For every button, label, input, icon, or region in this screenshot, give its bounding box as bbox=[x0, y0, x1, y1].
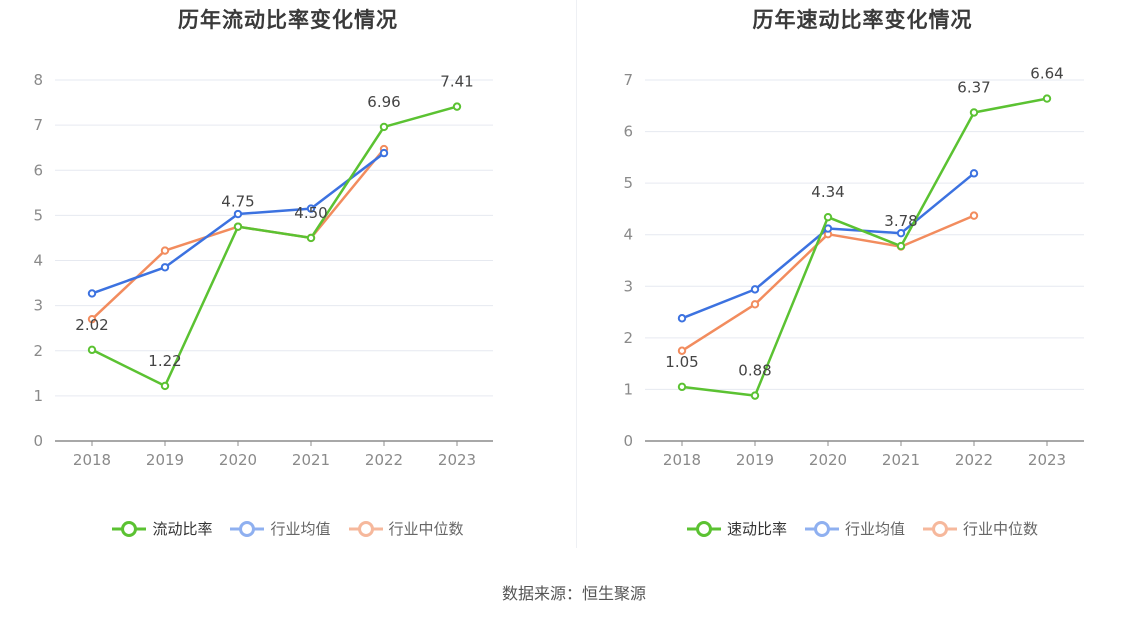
data-label: 3.78 bbox=[884, 212, 917, 230]
x-tick-label: 2023 bbox=[438, 451, 476, 469]
y-tick-label: 0 bbox=[623, 432, 633, 450]
data-point bbox=[896, 241, 906, 251]
legend-line-orange-icon bbox=[348, 520, 383, 537]
data-point bbox=[677, 346, 687, 355]
data-point bbox=[306, 233, 316, 243]
data-label: 6.37 bbox=[957, 78, 990, 96]
y-tick-label: 4 bbox=[623, 226, 633, 244]
y-tick-label: 7 bbox=[33, 116, 43, 134]
data-label: 1.22 bbox=[148, 352, 181, 370]
chart-title-current-ratio: 历年流动比率变化情况 bbox=[178, 8, 398, 32]
y-tick-label: 3 bbox=[33, 297, 43, 315]
data-point bbox=[969, 169, 979, 178]
series-line-0 bbox=[91, 105, 458, 388]
data-point bbox=[677, 382, 687, 392]
data-source-note: 数据来源：恒生聚源 bbox=[501, 584, 646, 603]
legend-line-green-icon bbox=[686, 520, 721, 537]
data-point bbox=[969, 211, 979, 220]
data-point bbox=[160, 381, 170, 391]
data-point bbox=[750, 391, 760, 400]
legend-line-blue-icon bbox=[230, 520, 265, 537]
data-label: 6.96 bbox=[367, 93, 400, 111]
x-tick-label: 2021 bbox=[292, 451, 330, 469]
data-point bbox=[969, 108, 979, 117]
legend-label-current-ratio: 流动比率 bbox=[152, 520, 213, 538]
legend-item-quick-ratio[interactable]: 速动比率 bbox=[686, 518, 787, 539]
x-tick-label: 2019 bbox=[736, 451, 774, 469]
x-tick-label: 2021 bbox=[882, 451, 920, 469]
series-line-0 bbox=[681, 97, 1048, 397]
y-tick-label: 2 bbox=[33, 342, 43, 360]
data-label: 4.34 bbox=[811, 183, 844, 201]
data-point bbox=[750, 285, 760, 294]
data-label: 7.41 bbox=[440, 73, 473, 91]
x-tick-label: 2023 bbox=[1028, 451, 1066, 469]
y-tick-label: 5 bbox=[33, 206, 43, 224]
legend-item-industry-average[interactable]: 行业均值 bbox=[230, 518, 331, 539]
y-tick-label: 3 bbox=[623, 277, 633, 295]
x-tick-label: 2022 bbox=[955, 451, 993, 469]
data-point bbox=[452, 102, 462, 111]
x-tick-label: 2020 bbox=[809, 451, 847, 469]
y-tick-label: 1 bbox=[623, 380, 633, 398]
x-tick-label: 2022 bbox=[365, 451, 403, 469]
data-point bbox=[87, 314, 97, 324]
y-tick-label: 4 bbox=[33, 252, 43, 270]
x-tick-label: 2018 bbox=[663, 451, 701, 469]
quick-ratio-chart-panel: 历年速动比率变化情况 0 1 2 3 4 5 6 7 2018 2019 2020 2021 2022 2… bbox=[577, 0, 1148, 560]
legend-line-blue-icon bbox=[804, 520, 839, 537]
data-point bbox=[160, 263, 170, 272]
y-tick-label: 5 bbox=[623, 174, 633, 192]
y-tick-label: 0 bbox=[33, 432, 43, 450]
legend-item-industry-average[interactable]: 行业均值 bbox=[804, 518, 905, 539]
data-label: 0.88 bbox=[738, 362, 771, 380]
data-point bbox=[750, 300, 760, 309]
data-point bbox=[87, 289, 97, 298]
data-label: 4.75 bbox=[221, 193, 254, 211]
y-tick-label: 7 bbox=[623, 71, 633, 89]
data-label: 4.50 bbox=[294, 204, 327, 222]
legend-label-quick-ratio: 速动比率 bbox=[726, 520, 787, 538]
data-label: 1.05 bbox=[665, 353, 698, 371]
legend-label-industry-median: 行业中位数 bbox=[388, 520, 464, 538]
y-tick-label: 1 bbox=[33, 387, 43, 405]
data-point bbox=[677, 314, 687, 323]
legend-label-industry-median: 行业中位数 bbox=[963, 520, 1039, 538]
legend-label-industry-average: 行业均值 bbox=[844, 520, 905, 538]
legend-line-green-icon bbox=[112, 520, 147, 537]
legend-line-orange-icon bbox=[923, 520, 957, 537]
data-point bbox=[160, 246, 170, 255]
chart-title-quick-ratio: 历年速动比率变化情况 bbox=[752, 8, 973, 32]
data-point bbox=[823, 224, 833, 233]
x-tick-label: 2019 bbox=[146, 451, 184, 469]
y-tick-label: 2 bbox=[623, 329, 633, 347]
data-point bbox=[896, 228, 906, 238]
data-point bbox=[1042, 94, 1052, 103]
legend-item-industry-median[interactable]: 行业中位数 bbox=[923, 518, 1038, 539]
data-point bbox=[823, 212, 833, 222]
data-point bbox=[379, 148, 389, 158]
data-point bbox=[233, 209, 243, 219]
data-label: 6.64 bbox=[1030, 65, 1063, 83]
data-point bbox=[87, 345, 97, 355]
y-tick-label: 6 bbox=[623, 123, 633, 141]
series-line-2 bbox=[91, 148, 385, 321]
current-ratio-chart-panel: 历年流动比率变化情况 0 1 2 3 4 5 6 7 8 2018 2019 2020 2021 2022… bbox=[0, 0, 576, 560]
legend-item-current-ratio[interactable]: 流动比率 bbox=[112, 518, 212, 539]
x-tick-label: 2020 bbox=[219, 451, 257, 469]
quick-ratio-legend: 速动比率 行业均值 行业中位数 bbox=[577, 518, 1148, 539]
y-tick-label: 8 bbox=[33, 71, 43, 89]
data-label: 2.02 bbox=[75, 316, 108, 334]
data-point bbox=[233, 222, 243, 231]
x-tick-label: 2018 bbox=[73, 451, 111, 469]
current-ratio-legend: 流动比率 行业均值 行业中位数 bbox=[0, 518, 576, 539]
y-tick-label: 6 bbox=[33, 161, 43, 179]
quick-ratio-plot: 0 1 2 3 4 5 6 7 2018 2019 2020 2021 2022 2023 1.05 0.88… bbox=[623, 65, 1084, 469]
data-point bbox=[306, 204, 316, 213]
data-point bbox=[379, 122, 389, 132]
legend-label-industry-average: 行业均值 bbox=[270, 520, 331, 538]
current-ratio-plot: 0 1 2 3 4 5 6 7 8 2018 2019 2020 2021 2022 2023 2.02 1.2… bbox=[33, 71, 493, 469]
legend-item-industry-median[interactable]: 行业中位数 bbox=[348, 518, 464, 539]
panel-divider bbox=[576, 0, 577, 548]
